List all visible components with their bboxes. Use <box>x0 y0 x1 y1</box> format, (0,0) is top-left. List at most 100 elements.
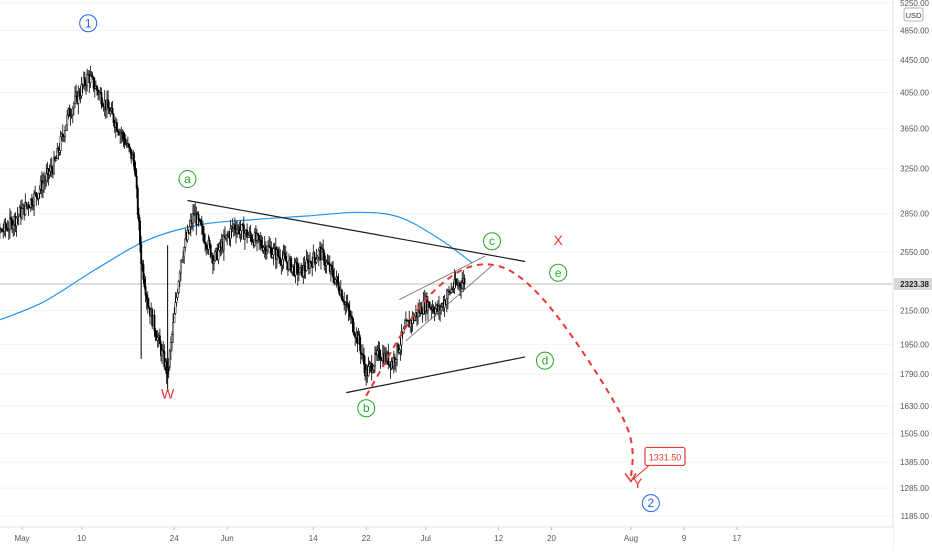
candle-body <box>171 334 173 343</box>
candle-body <box>68 108 71 117</box>
candle-body <box>201 225 204 235</box>
trendline-upper-triangle[interactable] <box>187 199 526 263</box>
candle-body <box>209 244 212 257</box>
candle-body <box>294 262 297 276</box>
candle-body <box>109 110 112 114</box>
candle-body <box>169 341 172 352</box>
candle-body <box>203 233 205 243</box>
candle-body <box>463 278 466 285</box>
candle-body <box>271 254 274 258</box>
candle-body <box>352 318 354 332</box>
candle-body <box>72 103 75 109</box>
candle-body <box>310 261 313 264</box>
candle-body <box>432 307 435 312</box>
candle-body <box>137 214 140 222</box>
candle-body <box>236 229 239 234</box>
candle-body <box>459 283 461 287</box>
candle-body <box>290 258 293 273</box>
candle-body <box>374 352 376 367</box>
candle-body <box>445 298 448 305</box>
price-tick-label: 2150.00 <box>900 307 929 316</box>
candle-body <box>402 328 405 334</box>
candle-body <box>387 352 390 365</box>
price-tick-label: 1950.00 <box>900 340 929 349</box>
candle-body <box>358 334 361 345</box>
candle-body <box>367 366 370 377</box>
currency-label: USD <box>906 11 922 20</box>
price-tick-label: 4450.00 <box>900 56 929 65</box>
candle-body <box>33 193 36 206</box>
candle-body <box>461 282 464 289</box>
candle-body <box>257 233 260 236</box>
candle-body <box>53 157 55 174</box>
candle-body <box>229 228 232 239</box>
candle-body <box>376 350 379 356</box>
candle-body <box>184 238 187 248</box>
candle-body <box>129 146 132 150</box>
candle-body <box>58 150 61 153</box>
candle-body <box>71 107 74 116</box>
candle-body <box>334 279 337 284</box>
price-tick-label: 1185.00 <box>901 512 930 521</box>
candle-body <box>258 235 261 241</box>
price-tick-label: 1285.00 <box>900 484 929 493</box>
time-tick-label: 12 <box>494 534 503 543</box>
price-axis[interactable]: 5250.00 4850.00 4450.00 4050.00 3650.00 3250.… <box>892 0 932 550</box>
candle-body <box>303 265 306 271</box>
candle-body <box>342 299 344 302</box>
candle-body <box>136 187 139 216</box>
candle-body <box>100 92 103 105</box>
price-tick-label: 3650.00 <box>900 124 929 133</box>
currency-badge[interactable] <box>903 7 924 22</box>
candle-body <box>291 266 294 273</box>
wave-labels-layer: 1 2 W X Ya b c d e <box>79 14 660 513</box>
candles-layer <box>0 65 466 392</box>
candle-body <box>101 103 104 107</box>
time-axis-bg <box>0 527 893 550</box>
candle-body <box>161 350 164 356</box>
trendline-channel-lower[interactable] <box>405 265 493 342</box>
moving-average-layer <box>0 211 473 321</box>
candle-body <box>115 122 118 132</box>
candle-body <box>92 76 95 89</box>
wave-label-a: a <box>184 172 191 186</box>
candle-body <box>363 354 365 365</box>
trendlines-layer[interactable] <box>187 199 526 394</box>
current-price-label: 2323.38 <box>900 280 929 289</box>
wave-label-d: d <box>542 354 549 368</box>
candle-body <box>399 344 402 351</box>
candle-body <box>321 248 324 260</box>
candle-body <box>284 255 287 262</box>
candle-body <box>179 260 182 274</box>
trendline-lower-triangle[interactable] <box>346 356 526 394</box>
candle-body <box>107 99 110 109</box>
wave-label-circle-b <box>357 399 376 418</box>
candle-body <box>27 204 30 208</box>
candle-body <box>279 257 282 263</box>
candle-body <box>240 224 243 231</box>
candle-body <box>204 241 207 245</box>
candle-body <box>288 259 290 270</box>
candle-body <box>37 192 40 199</box>
candle-body <box>42 182 44 191</box>
time-axis[interactable]: May 10 24 Jun 14 22 Jul 12 20 Aug 9 17 <box>0 526 893 550</box>
candle-body <box>239 230 242 235</box>
candle-body <box>281 258 284 266</box>
candle-body <box>249 231 252 237</box>
candle-body <box>359 344 362 354</box>
candle-body <box>400 331 403 346</box>
time-tick-label: 22 <box>362 534 371 543</box>
time-tick-label: May <box>14 534 29 543</box>
candle-body <box>4 222 7 229</box>
trendline-channel-upper[interactable] <box>399 255 486 301</box>
wave-label-c: c <box>489 234 495 248</box>
candle-body <box>38 189 41 194</box>
candle-body <box>332 269 335 278</box>
candle-body <box>172 322 175 335</box>
candle-body <box>174 302 177 314</box>
wave-label-1: 1 <box>85 16 92 30</box>
candle-body <box>413 316 416 321</box>
candle-body <box>247 235 250 238</box>
